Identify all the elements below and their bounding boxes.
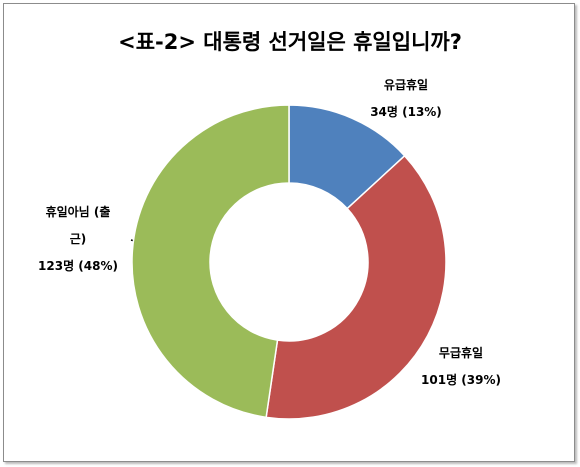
- slice-label: 휴일아님 (출근): [45, 205, 111, 246]
- slice-label: 무급휴일: [438, 346, 484, 360]
- donut-slice: [131, 104, 290, 419]
- slice-label: 유급휴일: [383, 78, 429, 92]
- value-label: 34명 (13%): [370, 105, 442, 119]
- value-label: 101명 (39%): [421, 373, 501, 387]
- chart-frame: [3, 3, 575, 462]
- value-label: 123명 (48%): [38, 259, 118, 273]
- donut-slice: [265, 154, 447, 420]
- chart-title: <표-2> 대통령 선거일은 휴일입니까?: [118, 30, 462, 54]
